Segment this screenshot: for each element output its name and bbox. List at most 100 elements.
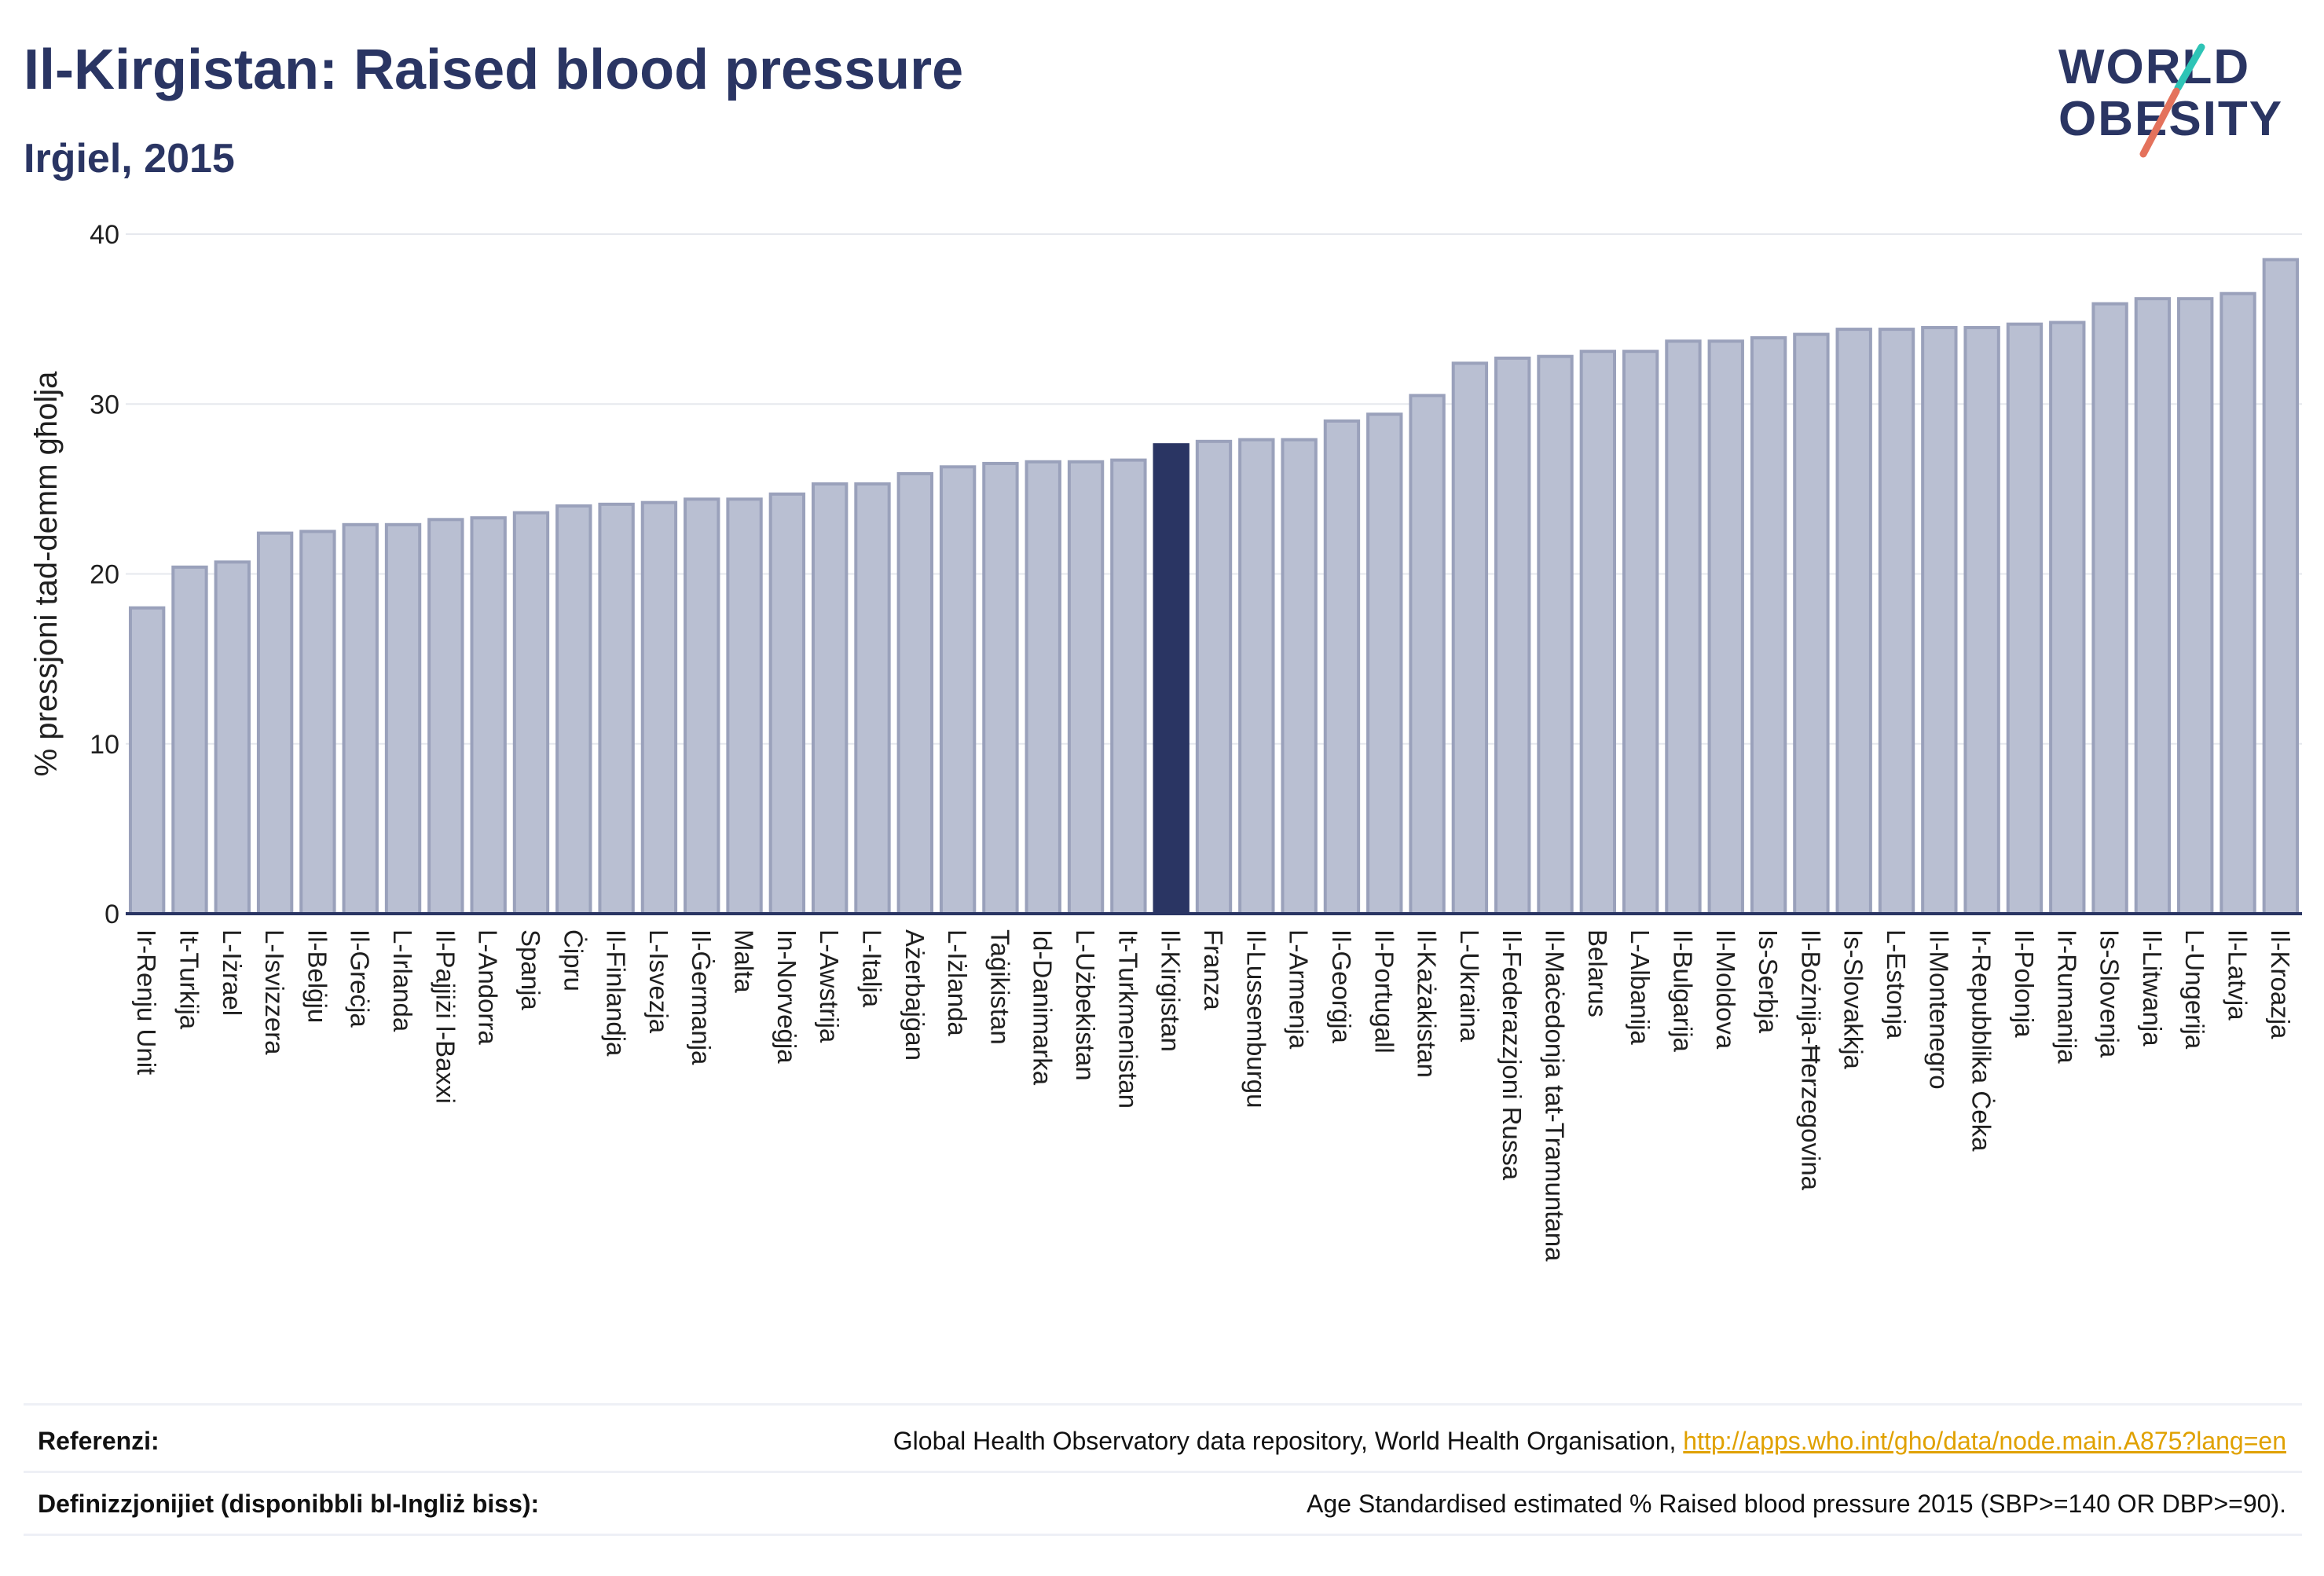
footer-divider-bottom [24,1534,2302,1536]
y-tick-label: 0 [104,900,119,929]
x-tick-label: L-Albanija [1626,929,1655,1045]
bar [598,502,635,915]
x-tick-label: Il-Każakistan [1413,929,1442,1078]
bar [384,522,422,915]
x-tick-label: Il-Montenegro [1924,929,1953,1090]
bar [470,516,507,915]
bar [640,500,678,915]
references-link[interactable]: http://apps.who.int/gho/data/node.main.A… [1683,1427,2286,1455]
chart-title: Il-Kirgistan: Raised blood pressure [24,38,964,101]
x-tick-label: Il-Kirgistan [1157,929,1186,1052]
bar [1707,339,1744,915]
bar [2091,302,2128,916]
bar-chart: 0 10 20 30 40 % pressjoni tad-demm għolja Ir-R… [29,220,2302,1262]
x-tick-label: Il-Moldova [1711,929,1740,1050]
bar [1281,438,1318,915]
x-tick-label: L-Użbekistan [1071,929,1100,1081]
bar [854,482,891,915]
y-tick-label: 30 [90,390,119,420]
x-tick-label: L-Estonja [1882,929,1911,1039]
bar [2177,297,2214,915]
x-tick-label: L-Ungerija [2180,929,2209,1050]
logo-line-1: WORLD [2058,40,2251,94]
bar [1921,325,1958,915]
x-tick-label: Il-Litwanja [2138,929,2167,1046]
bar [1793,332,1830,915]
x-tick-label: Is-Serbja [1754,929,1783,1034]
bar [1494,356,1531,915]
references-value: Global Health Observatory data repositor… [893,1427,2286,1456]
bar [1366,412,1403,915]
bar [512,511,550,916]
bar [1067,460,1105,915]
bar [1963,325,2000,915]
bar [1537,354,1574,915]
bar [1750,335,1787,916]
bar [1665,339,1702,915]
x-tick-label: L-Irlanda [388,929,417,1032]
bar [2049,321,2086,915]
x-tick-label: Ir-Renju Unit [132,929,161,1075]
logo-slash-teal [2174,43,2205,92]
bar [2220,291,2256,915]
y-axis-label: % pressjoni tad-demm għolja [29,371,64,777]
references-text: Global Health Observatory data repositor… [893,1427,1684,1455]
y-tick-label: 40 [90,220,119,250]
x-tick-label: Il-Polonja [2010,929,2039,1038]
x-tick-label: L-Awstrija [815,929,844,1043]
x-tick-label: Il-Ġermanja [687,929,716,1065]
bar [1323,419,1361,915]
bar [555,504,592,915]
footer-divider-top [24,1403,2302,1406]
definitions-value: Age Standardised estimated % Raised bloo… [1307,1490,2286,1518]
x-tick-label: It-Turkmenistan [1113,929,1142,1109]
x-tick-label: L-Ukraina [1455,929,1484,1043]
bar [684,497,720,915]
bar [982,461,1019,915]
y-tick-label: 20 [90,560,119,590]
x-tick-label: Il-Federazzjoni Russa [1497,929,1527,1181]
x-tick-label: It-Turkija [174,929,203,1030]
x-tick-label: Il-Bożnija-Ħerzegovina [1796,929,1825,1191]
bar [896,471,933,915]
bar [1622,350,1659,915]
world-obesity-logo: WORLD OBESITY [2043,31,2310,181]
logo-slash-icon [2139,43,2205,158]
x-tick-label: Spanja [516,929,545,1010]
logo-slash-coral [2139,87,2180,158]
x-tick-label: Id-Danimarka [1028,929,1058,1086]
x-tick-label: L-Italja [857,929,886,1008]
x-tick-label: Ir-Repubblika Ċeka [1967,929,1996,1152]
bar [1110,458,1147,915]
x-tick-label: Taġikistan [985,929,1014,1045]
x-tick-label: L-Isvezja [644,929,673,1034]
bar [1835,328,1872,916]
bar [1409,394,1446,915]
x-tick-label: Il-Greċja [346,929,375,1028]
bar [1195,439,1233,915]
definitions-label: Definizzjonijiet (disponibbli bl-Ingliż … [38,1490,540,1518]
bar [171,565,208,915]
x-tick-label: Il-Lussemburgu [1241,929,1270,1108]
bar [342,522,379,915]
bar [128,606,166,915]
references-label: Referenzi: [38,1427,159,1455]
bar [427,518,464,915]
x-tick-label: Il-Bulgarija [1668,929,1697,1053]
x-tick-label: L-Iżlanda [943,929,972,1036]
x-tick-label: Il-Portugall [1369,929,1398,1054]
x-tick-label: Is-Slovenja [2095,929,2124,1058]
x-tick-label: Ażerbajġan [900,929,929,1061]
x-tick-label: Il-Pajjiżi l-Baxxi [431,929,460,1104]
x-tick-label: Belarus [1583,929,1612,1017]
bar [1579,350,1617,915]
bar [2006,322,2044,915]
footer-divider-middle [24,1471,2302,1473]
x-tick-label: Franza [1199,929,1228,1010]
x-tick-label: L-Iżrael [218,929,247,1016]
x-tick-label: Il-Kroazja [2266,929,2295,1039]
y-tick-label: 10 [90,730,119,760]
bar [811,482,849,915]
bar [2134,297,2172,915]
bar [256,531,294,915]
